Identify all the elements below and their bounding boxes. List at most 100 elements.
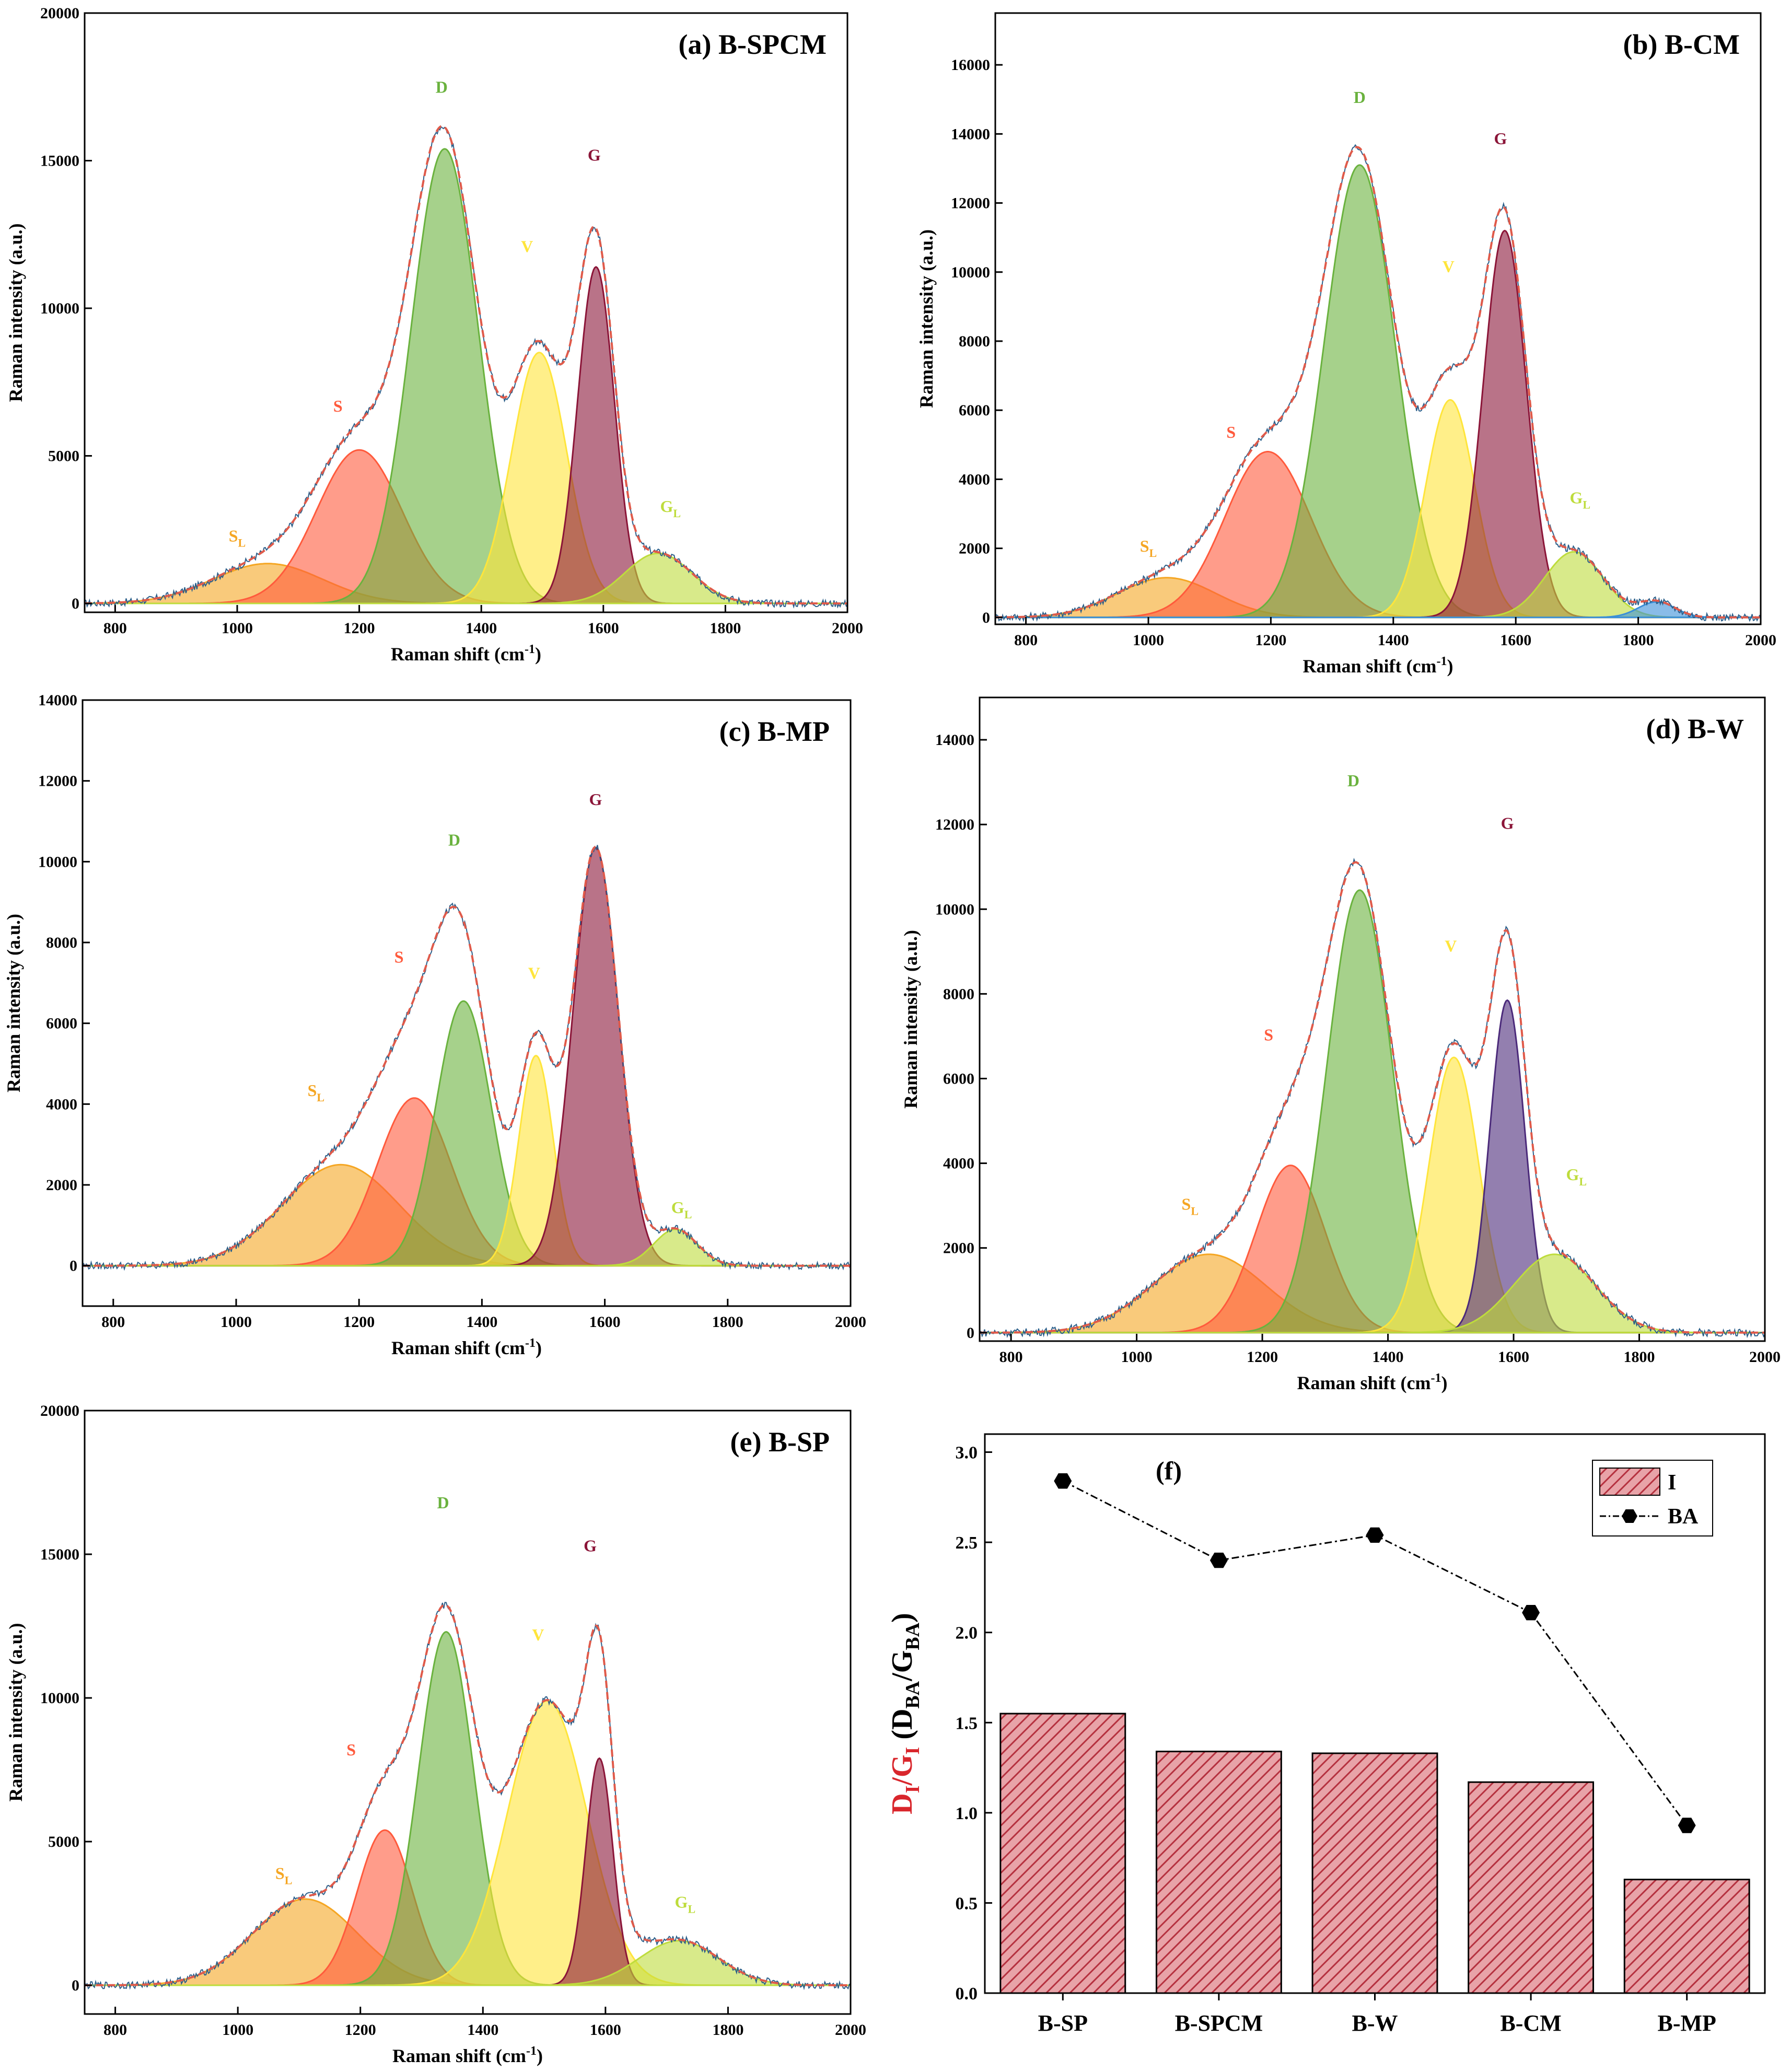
x-tick-label: 1200: [1255, 632, 1286, 649]
y-tick-label: 14000: [951, 125, 990, 143]
y-tick-label: 10000: [951, 264, 990, 281]
x-axis-label-sup: -1: [1436, 655, 1447, 668]
ba-series-point: [1209, 1552, 1228, 1568]
y-tick-label: 20000: [40, 1402, 79, 1419]
bar-b-sp: [999, 1713, 1126, 1994]
peak-label: V: [1445, 936, 1457, 955]
peak-label: V: [521, 237, 533, 256]
peak-label-sub: L: [285, 1874, 293, 1887]
peak-label: SL: [229, 526, 246, 549]
peak-label-text: S: [333, 397, 343, 415]
peak-label: D: [1347, 771, 1359, 790]
x-axis-label-sup: -1: [525, 1336, 536, 1350]
y-tick-label: 8000: [943, 985, 974, 1003]
x-tick-label: 1000: [220, 1313, 252, 1331]
y-tick-label: 2.0: [956, 1624, 978, 1643]
raw-spectrum-line: [84, 125, 848, 609]
peak-label: SL: [275, 1864, 292, 1887]
peak-label: GL: [660, 497, 681, 520]
x-tick-label: 1800: [712, 1313, 743, 1331]
peak-label: V: [1443, 257, 1455, 276]
plot-frame: [984, 1433, 1766, 1994]
fitted-sum-line: [995, 146, 1761, 619]
y-axis-label: Raman intensity (a.u.): [916, 229, 937, 408]
y-tick-label: 20000: [40, 5, 79, 22]
peak-label-text: S: [308, 1081, 317, 1100]
y-label-sub: I: [902, 1747, 924, 1755]
x-axis-label-end: ): [535, 644, 541, 665]
peak-label-text: V: [1443, 257, 1455, 276]
x-tick-label: 1000: [1121, 1348, 1153, 1366]
peak-label: GL: [671, 1198, 692, 1221]
y-label-part: /G: [886, 1650, 918, 1682]
y-axis-label: Raman intensity (a.u.): [3, 914, 24, 1092]
fitted-sum-line: [84, 125, 847, 604]
peak-label: SL: [1182, 1195, 1199, 1218]
peak-label-text: G: [671, 1198, 684, 1217]
peak-label: G: [1494, 129, 1507, 148]
peak-label: G: [584, 1536, 597, 1555]
x-axis-label: Raman shift (cm-1): [1303, 655, 1453, 677]
y-tick-label: 4000: [46, 1096, 77, 1113]
peak-label-text: G: [1569, 488, 1583, 507]
raw-spectrum-line: [979, 857, 1765, 1338]
bar-b-mp: [1623, 1879, 1750, 1994]
panel-title: (d) B-W: [1646, 713, 1745, 744]
panel-title: (c) B-MP: [719, 716, 830, 747]
bar-b-spcm: [1155, 1750, 1282, 1994]
x-tick-label: 800: [103, 2021, 127, 2039]
y-tick-label: 5000: [48, 1833, 79, 1850]
x-tick-label: 1600: [1498, 1348, 1529, 1366]
peak-label-sub: L: [238, 536, 246, 549]
peak-label: G: [589, 790, 602, 809]
raw-spectrum-line: [82, 845, 851, 1271]
x-axis-label-text: Raman shift (cm: [391, 1337, 525, 1358]
fitted-sum-line: [83, 846, 851, 1267]
x-axis-label-text: Raman shift (cm: [392, 2045, 526, 2066]
y-label-sub: I: [902, 1786, 924, 1794]
peak-label-text: V: [532, 1625, 544, 1644]
x-tick-label: 1800: [1624, 1348, 1655, 1366]
peak-label-text: G: [1494, 129, 1507, 148]
peak-label-sub: L: [1191, 1205, 1199, 1218]
peak-label-text: V: [528, 964, 540, 983]
category-label: B-SP: [1038, 2010, 1088, 2036]
legend-label: BA: [1668, 1505, 1699, 1529]
x-axis-label: Raman shift (cm-1): [391, 1336, 542, 1358]
peak-label-text: S: [346, 1740, 356, 1759]
panel-title: (a) B-SPCM: [679, 29, 827, 60]
y-tick-label: 6000: [959, 402, 990, 419]
x-tick-label: 800: [1014, 632, 1038, 649]
y-tick-label: 2000: [46, 1177, 77, 1194]
y-tick-label: 2000: [959, 540, 990, 557]
fitted-sum-line: [85, 1603, 851, 1986]
x-tick-label: 1400: [466, 1313, 497, 1331]
peak-label-sub: L: [673, 507, 681, 520]
x-tick-label: 1200: [1247, 1348, 1278, 1366]
panel-title: (f): [1156, 1456, 1182, 1485]
x-tick-label: 1800: [712, 2021, 743, 2039]
ba-series-point: [1678, 1818, 1696, 1833]
category-label: B-W: [1352, 2010, 1398, 2036]
panel-b: 800 1000 1200 1400 1600 1800 2000 0 2000 4000 6000…: [916, 12, 1776, 677]
panel-f: B-SP B-SPCM B-W B-CM B-MP 0.0 0.5 1.0 1.5 2.0 2.5 3…: [886, 1433, 1766, 2036]
bar-b-w: [1311, 1752, 1438, 1994]
panel-a: 800 1000 1200 1400 1600 1800 20000500010000150…: [5, 5, 863, 665]
x-tick-label: 800: [999, 1348, 1023, 1366]
peak-label-text: G: [584, 1536, 597, 1555]
x-tick-label: 1000: [222, 2021, 253, 2039]
peak-label-sub: L: [317, 1091, 324, 1104]
x-tick-label: 2000: [832, 620, 863, 637]
peak-label: S: [1264, 1026, 1273, 1044]
panel-c: 800 1000 1200 1400 1600 1800 2000 0 2000 4000 6000…: [3, 692, 866, 1358]
y-tick-label: 0: [967, 1324, 974, 1342]
peak-label-text: D: [448, 830, 460, 849]
panel-d: 800 1000 1200 1400 1600 1800 2000 0 2000 4000 6000…: [900, 696, 1781, 1393]
legend: I BA: [1592, 1460, 1713, 1536]
peak-label: V: [528, 964, 540, 983]
y-tick-label: 4000: [959, 471, 990, 488]
peak-label-text: S: [1226, 423, 1236, 441]
y-tick-label: 10000: [38, 853, 77, 870]
fitted-sum-line: [980, 861, 1765, 1334]
